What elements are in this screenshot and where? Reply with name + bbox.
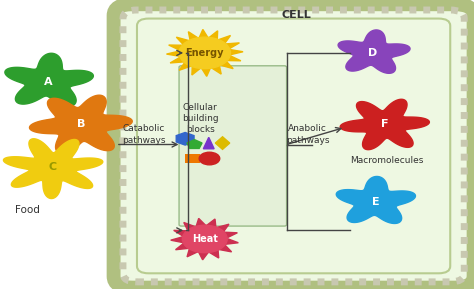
Polygon shape bbox=[338, 30, 410, 73]
Polygon shape bbox=[215, 137, 230, 149]
Circle shape bbox=[179, 37, 230, 69]
Polygon shape bbox=[5, 53, 93, 106]
Text: E: E bbox=[372, 197, 379, 207]
Text: Macromolecules: Macromolecules bbox=[350, 156, 424, 165]
FancyBboxPatch shape bbox=[137, 18, 450, 273]
Text: D: D bbox=[368, 48, 378, 58]
Circle shape bbox=[182, 225, 227, 253]
Text: Catabolic
pathways: Catabolic pathways bbox=[122, 125, 166, 144]
Text: CELL: CELL bbox=[281, 10, 311, 20]
Text: Cellular
building
blocks: Cellular building blocks bbox=[182, 103, 219, 134]
Polygon shape bbox=[340, 99, 429, 150]
Text: Food: Food bbox=[15, 205, 39, 215]
Polygon shape bbox=[171, 218, 238, 260]
Polygon shape bbox=[176, 132, 194, 145]
Text: A: A bbox=[44, 77, 53, 86]
Polygon shape bbox=[336, 177, 415, 223]
Text: B: B bbox=[77, 119, 85, 129]
Polygon shape bbox=[3, 139, 103, 199]
Polygon shape bbox=[29, 95, 132, 154]
Text: Heat: Heat bbox=[192, 234, 218, 244]
Circle shape bbox=[199, 152, 220, 165]
FancyBboxPatch shape bbox=[114, 4, 474, 288]
Polygon shape bbox=[187, 140, 202, 149]
Polygon shape bbox=[203, 137, 214, 149]
FancyBboxPatch shape bbox=[179, 66, 287, 226]
Text: Anabolic
pathways: Anabolic pathways bbox=[286, 125, 329, 144]
Text: Energy: Energy bbox=[185, 48, 224, 58]
FancyBboxPatch shape bbox=[185, 154, 200, 163]
Text: C: C bbox=[49, 162, 57, 173]
Text: F: F bbox=[381, 119, 389, 129]
Polygon shape bbox=[166, 29, 243, 76]
